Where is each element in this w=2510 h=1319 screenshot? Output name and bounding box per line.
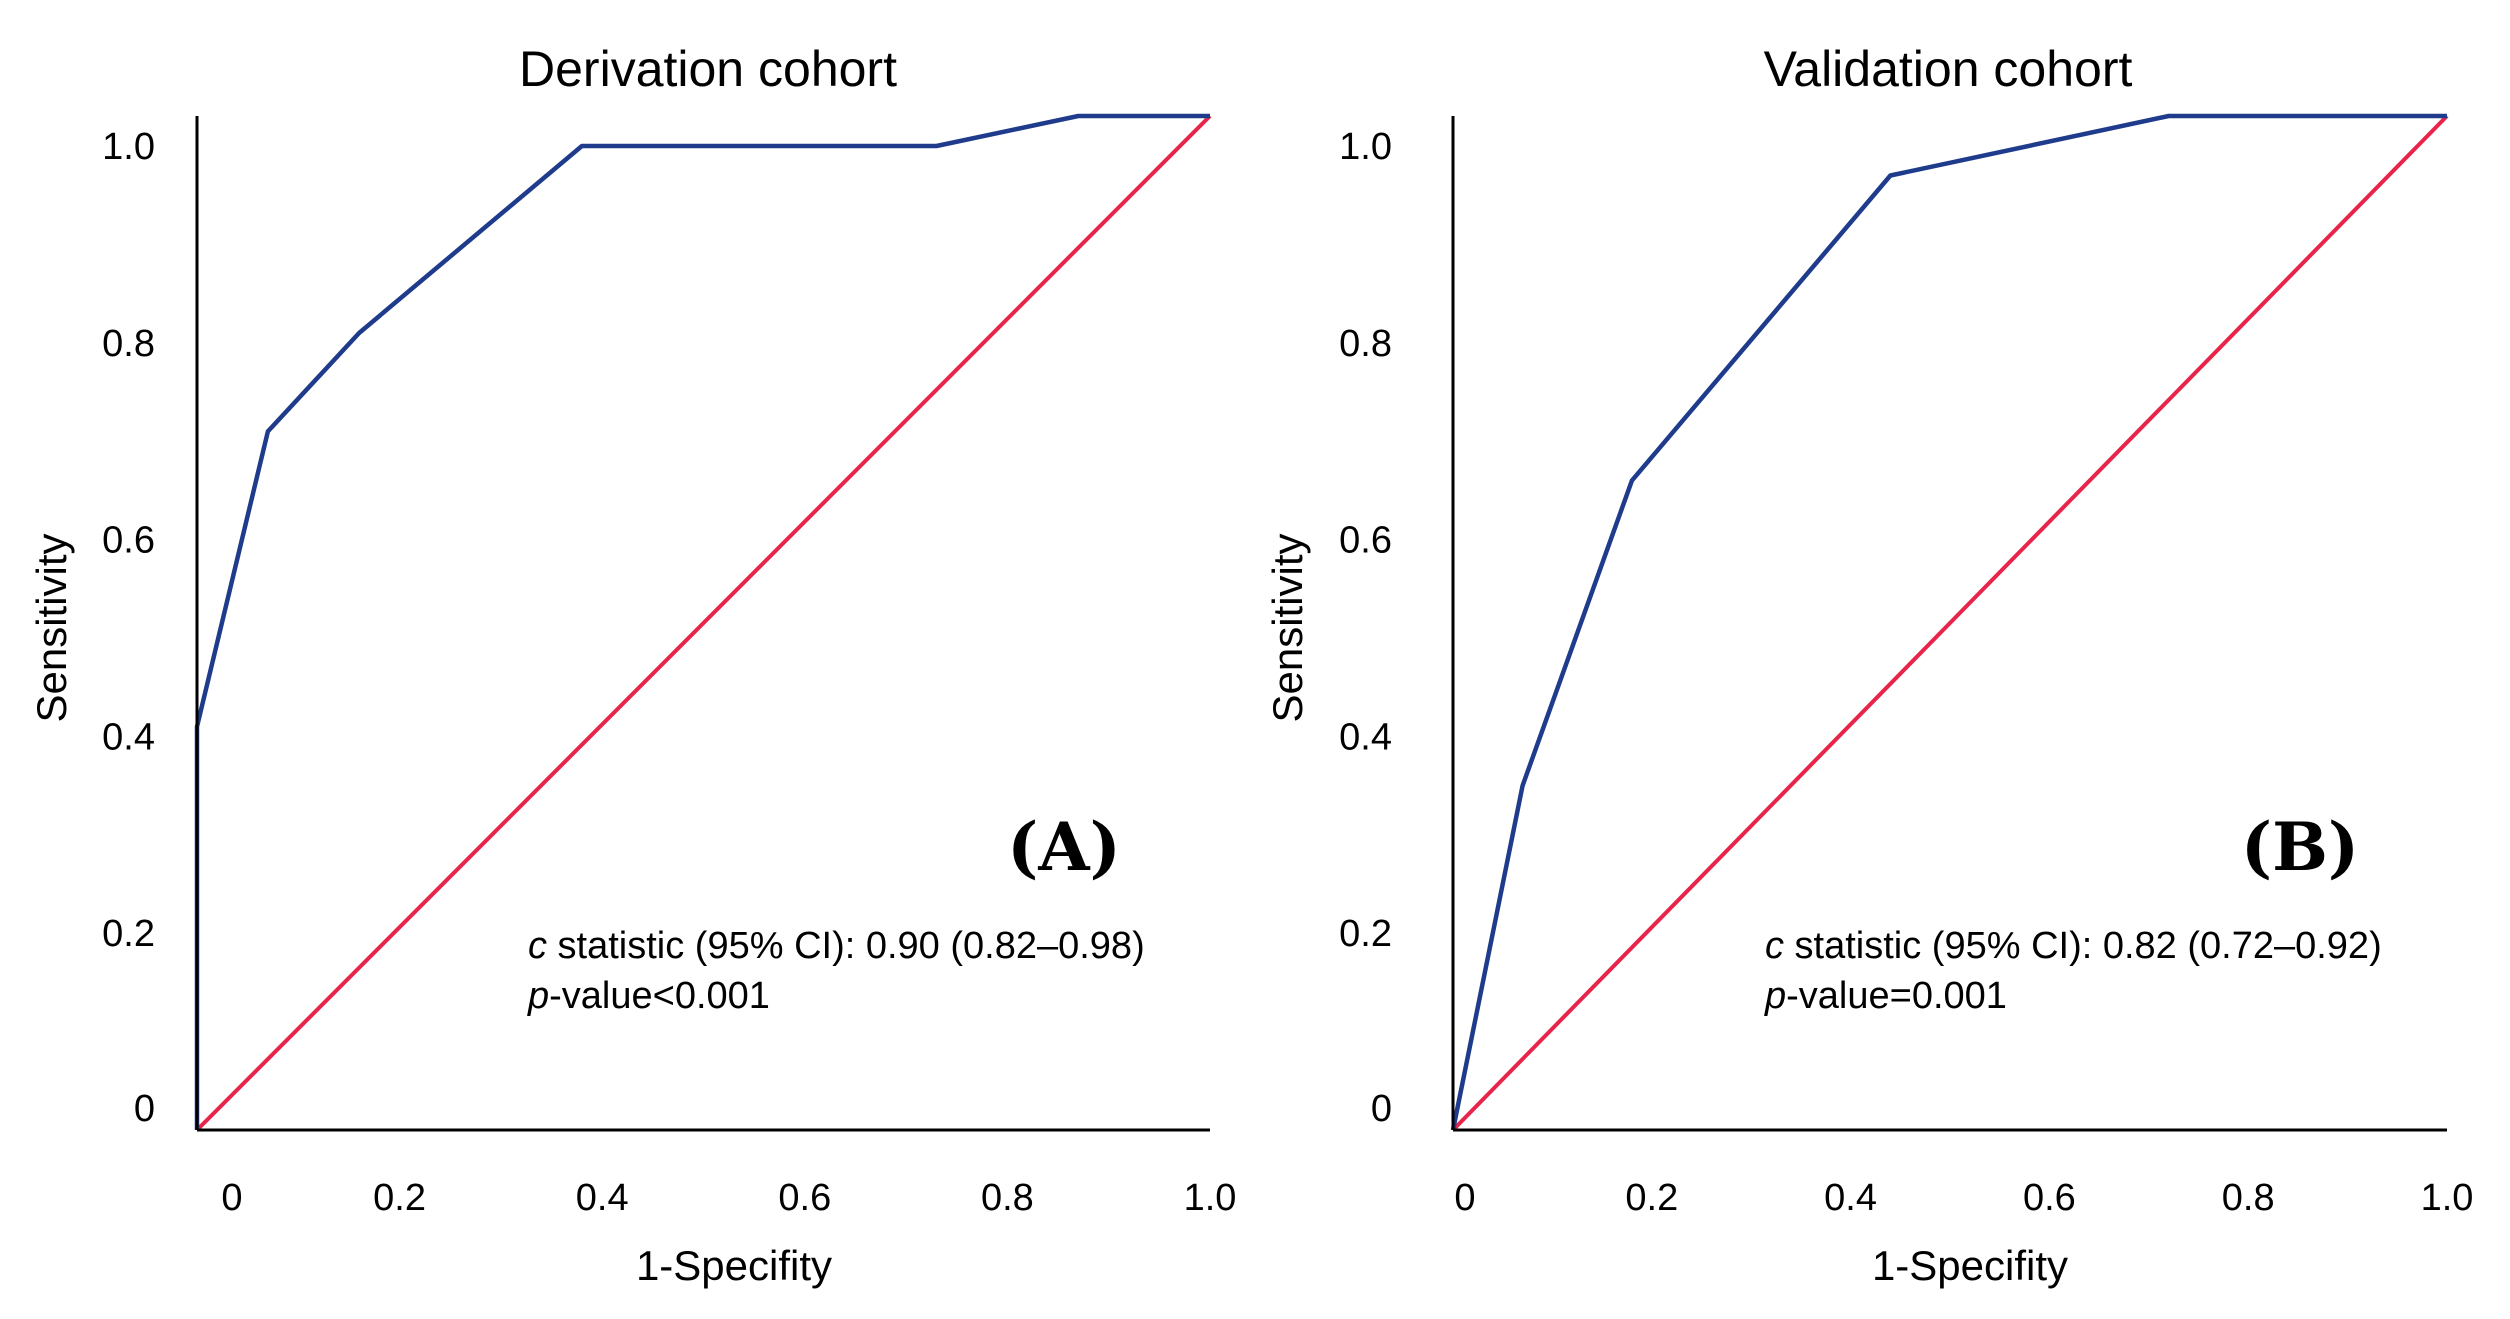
roc-curve-line [194,113,1210,1130]
c-statistic-text: c statistic (95% CI): 0.90 (0.82–0.98) [528,925,1145,967]
y-tick-label: 0 [134,1088,155,1130]
p-value-text: p-value<0.001 [527,975,770,1017]
c-statistic-value: statistic (95% CI): 0.90 (0.82–0.98) [547,925,1145,967]
panel-label: (A) [1007,808,1121,886]
x-tick-label: 0.4 [576,1177,629,1219]
chart-title: Validation cohort [1764,41,2133,97]
panel-label: (B) [2241,808,2359,886]
p-value-value: -value<0.001 [549,975,770,1017]
x-axis-label: 1-Specifity [1872,1242,2068,1289]
x-tick-label: 0.8 [981,1177,1034,1219]
c-statistic-value: statistic (95% CI): 0.82 (0.72–0.92) [1784,925,2382,967]
y-tick-label: 0.4 [1339,716,1392,758]
reference-diagonal-line [195,114,1212,1132]
x-tick-label: 0.4 [1824,1177,1877,1219]
x-tick-label: 1.0 [2421,1177,2474,1219]
y-tick-label: 0.2 [102,913,155,955]
y-axis-label: Sensitivity [1264,533,1311,722]
x-tick-label: 0.2 [1625,1177,1678,1219]
x-tick-label: 0.6 [2023,1177,2076,1219]
x-tick-label: 0 [221,1177,242,1219]
y-tick-label: 1.0 [102,126,155,168]
p-value-italic: p [527,975,549,1017]
y-tick-label: 1.0 [1339,126,1392,168]
panel-validation: Validation cohort Sensitivity 1-Specifit… [1264,41,2473,1289]
y-tick-label: 0.4 [102,716,155,758]
x-tick-label: 0.2 [373,1177,426,1219]
c-statistic-italic: c [1765,925,1784,967]
c-statistic-italic: c [528,925,547,967]
p-value-text: p-value=0.001 [1764,975,2007,1017]
x-tick-label: 0 [1454,1177,1475,1219]
y-tick-label: 0.8 [1339,323,1392,365]
p-value-value: -value=0.001 [1786,975,2007,1017]
reference-diagonal-line [1451,114,2449,1132]
y-tick-label: 0 [1371,1088,1392,1130]
c-statistic-text: c statistic (95% CI): 0.82 (0.72–0.92) [1765,925,2382,967]
x-axis-label: 1-Specifity [636,1242,832,1289]
p-value-italic: p [1764,975,1786,1017]
panel-derivation: Derivation cohort Sensitivity 1-Specifit… [28,41,1236,1289]
x-tick-label: 1.0 [1184,1177,1237,1219]
y-tick-label: 0.2 [1339,913,1392,955]
chart-title: Derivation cohort [519,41,897,97]
y-axis-label: Sensitivity [28,533,75,722]
y-tick-label: 0.6 [1339,520,1392,562]
y-tick-label: 0.8 [102,323,155,365]
roc-curve-line [1450,113,2447,1131]
x-tick-label: 0.8 [2222,1177,2275,1219]
x-tick-label: 0.6 [778,1177,831,1219]
y-tick-label: 0.6 [102,520,155,562]
